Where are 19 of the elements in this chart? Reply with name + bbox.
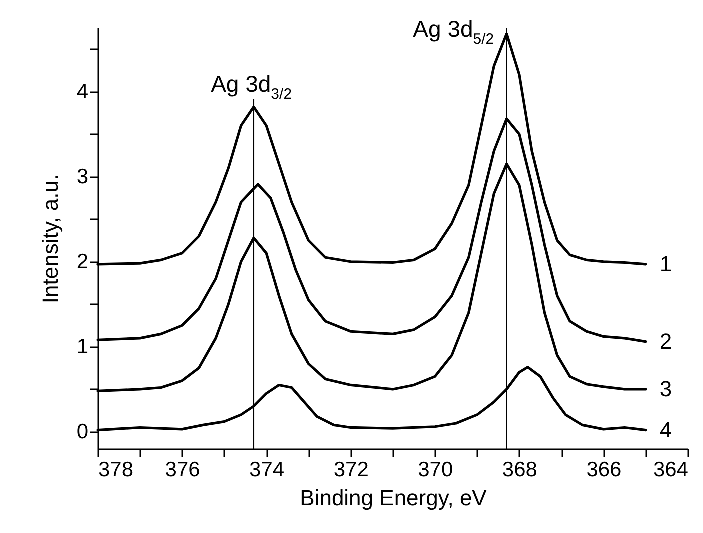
x-tick-label: 378	[98, 458, 134, 482]
series-label: 1	[660, 251, 672, 276]
series-label: 2	[660, 328, 672, 354]
series-label: 3	[660, 376, 672, 402]
y-tick-label: 3	[76, 165, 88, 188]
y-tick-label: 1	[76, 335, 88, 358]
y-tick-label: 0	[76, 420, 88, 444]
x-tick-label: 370	[418, 458, 454, 482]
x-tick-label: 376	[165, 458, 200, 482]
series-label: 4	[660, 417, 672, 442]
y-tick-label: 4	[76, 80, 89, 104]
x-tick-label: 364	[653, 458, 689, 482]
x-tick-label: 374	[250, 458, 285, 482]
x-tick-label: 368	[502, 458, 538, 482]
y-tick-label: 2	[76, 250, 88, 274]
x-axis-title: Binding Energy, eV	[300, 486, 488, 510]
x-tick-label: 366	[586, 458, 622, 482]
x-tick-label: 372	[334, 458, 369, 482]
y-axis-title: Intensity, a.u.	[38, 174, 63, 304]
